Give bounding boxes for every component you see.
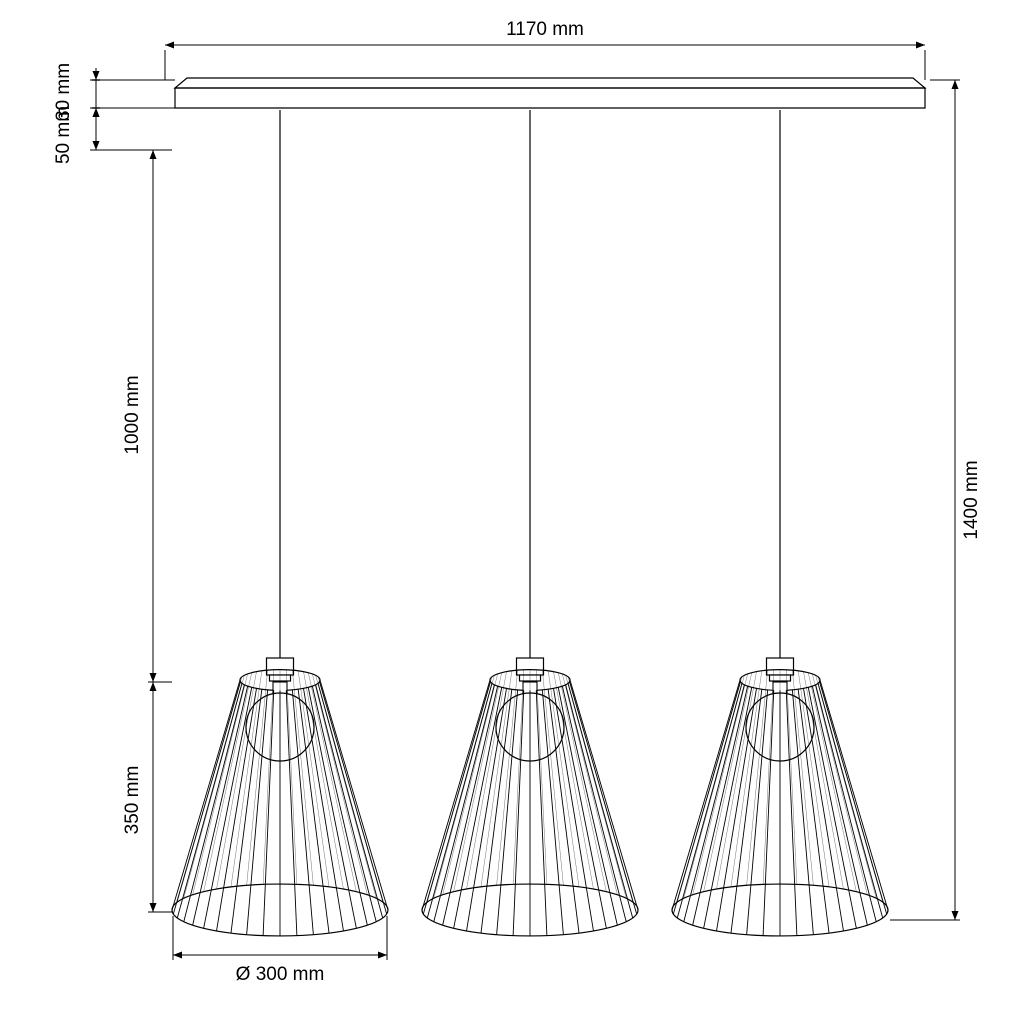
dimension-drawing [0, 0, 1024, 1024]
product-illustration [172, 78, 925, 936]
dimension-lines [90, 42, 960, 961]
